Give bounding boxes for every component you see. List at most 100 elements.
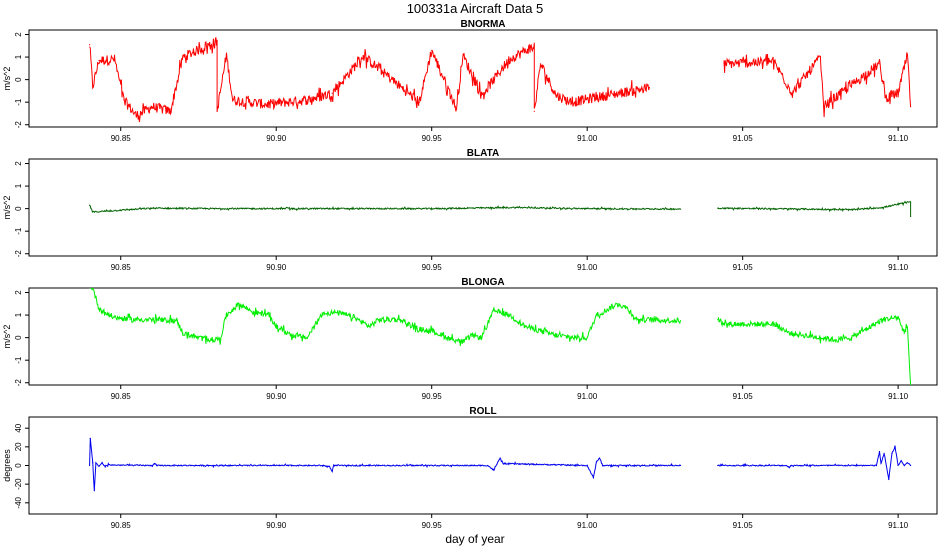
data-point	[104, 466, 106, 468]
data-point	[362, 55, 364, 57]
data-point	[502, 463, 504, 465]
data-point	[773, 323, 775, 325]
data-point	[910, 215, 912, 218]
data-point	[219, 338, 221, 340]
x-tick-label: 90.95	[422, 521, 443, 530]
data-point	[493, 310, 495, 312]
plot-frame	[28, 158, 938, 257]
series-line	[89, 205, 681, 213]
data-point	[110, 464, 112, 466]
data-point	[312, 326, 315, 329]
data-point	[882, 319, 884, 321]
plot-frame	[28, 29, 938, 128]
data-point	[306, 99, 308, 101]
y-tick-label: 1	[14, 54, 23, 59]
data-point	[89, 44, 91, 46]
data-point	[123, 99, 125, 101]
x-tick-label: 90.95	[422, 134, 443, 143]
data-point	[322, 312, 324, 314]
data-point	[679, 464, 682, 467]
data-point	[213, 339, 215, 341]
y-tick-label: 2	[14, 290, 23, 295]
data-point	[850, 209, 853, 211]
data-point	[456, 108, 458, 110]
data-point	[910, 464, 912, 467]
data-point	[225, 54, 228, 56]
series-line	[89, 437, 681, 491]
x-tick-label: 91.00	[577, 263, 598, 272]
y-tick-label: -1	[14, 98, 23, 106]
data-point	[906, 325, 909, 327]
data-point	[903, 464, 905, 467]
data-point	[155, 464, 158, 467]
data-point	[723, 63, 725, 65]
data-point	[431, 49, 433, 51]
data-point	[306, 337, 308, 339]
data-point	[595, 461, 598, 463]
data-point	[819, 56, 822, 58]
x-tick-label: 90.95	[422, 392, 443, 401]
data-point	[107, 464, 109, 466]
data-point	[785, 464, 787, 467]
data-point	[266, 103, 268, 105]
data-point	[910, 384, 912, 385]
data-point	[717, 207, 719, 209]
series-line	[89, 37, 650, 123]
data-point	[92, 462, 94, 464]
panel-title: BLONGA	[461, 277, 504, 288]
x-tick-label: 90.90	[266, 521, 287, 530]
y-axis-label: degrees	[2, 449, 12, 482]
data-point	[804, 208, 806, 210]
data-point	[906, 54, 909, 56]
data-point	[880, 463, 882, 465]
data-point	[89, 285, 90, 286]
x-tick-label: 90.85	[111, 263, 132, 272]
data-point	[89, 437, 91, 440]
data-point	[499, 457, 501, 459]
data-point	[101, 462, 103, 464]
data-point	[539, 330, 542, 332]
panel-title: ROLL	[469, 406, 496, 417]
data-point	[903, 332, 905, 334]
data-point	[602, 464, 604, 467]
data-point	[92, 288, 94, 289]
series-line	[89, 288, 681, 346]
data-point	[894, 446, 896, 448]
x-tick-label: 91.00	[577, 134, 598, 143]
data-point	[788, 332, 790, 334]
y-tick-label: 1	[14, 183, 23, 188]
data-point	[169, 110, 172, 112]
data-point	[508, 58, 510, 60]
data-point	[151, 207, 153, 209]
data-point	[225, 314, 228, 316]
data-point	[129, 319, 131, 321]
x-tick-label: 90.85	[111, 134, 132, 143]
panel-blata: BLATA m/s^2 -2 -1 0 1 2 90.85 90.90 90.95 91.00 91.…	[2, 148, 938, 272]
data-point	[717, 464, 719, 467]
y-axis-label: m/s^2	[2, 325, 12, 349]
data-point	[878, 450, 881, 453]
chart-title: 100331a Aircraft Data 5	[407, 1, 544, 16]
data-point	[275, 325, 277, 327]
data-point	[882, 206, 884, 209]
series-line	[717, 200, 912, 217]
panel-title: BNORMA	[461, 19, 506, 30]
x-tick-label: 91.10	[888, 263, 909, 272]
data-point	[885, 97, 887, 99]
y-tick-label: 0	[14, 335, 23, 340]
data-point	[533, 110, 535, 112]
data-point	[897, 464, 899, 467]
data-point	[89, 204, 91, 206]
x-tick-label: 91.05	[733, 134, 754, 143]
data-point	[599, 457, 601, 459]
data-point	[213, 208, 215, 210]
y-tick-label: 40	[14, 423, 23, 432]
data-point	[95, 462, 97, 464]
y-tick-label: -2	[14, 250, 23, 258]
panel-roll: ROLL degrees -40 -20 0 20 40 90.85 90.90 90.95 91.…	[2, 406, 938, 530]
data-point	[462, 54, 464, 56]
data-point	[493, 469, 495, 471]
data-point	[627, 307, 629, 309]
data-point	[471, 334, 473, 336]
